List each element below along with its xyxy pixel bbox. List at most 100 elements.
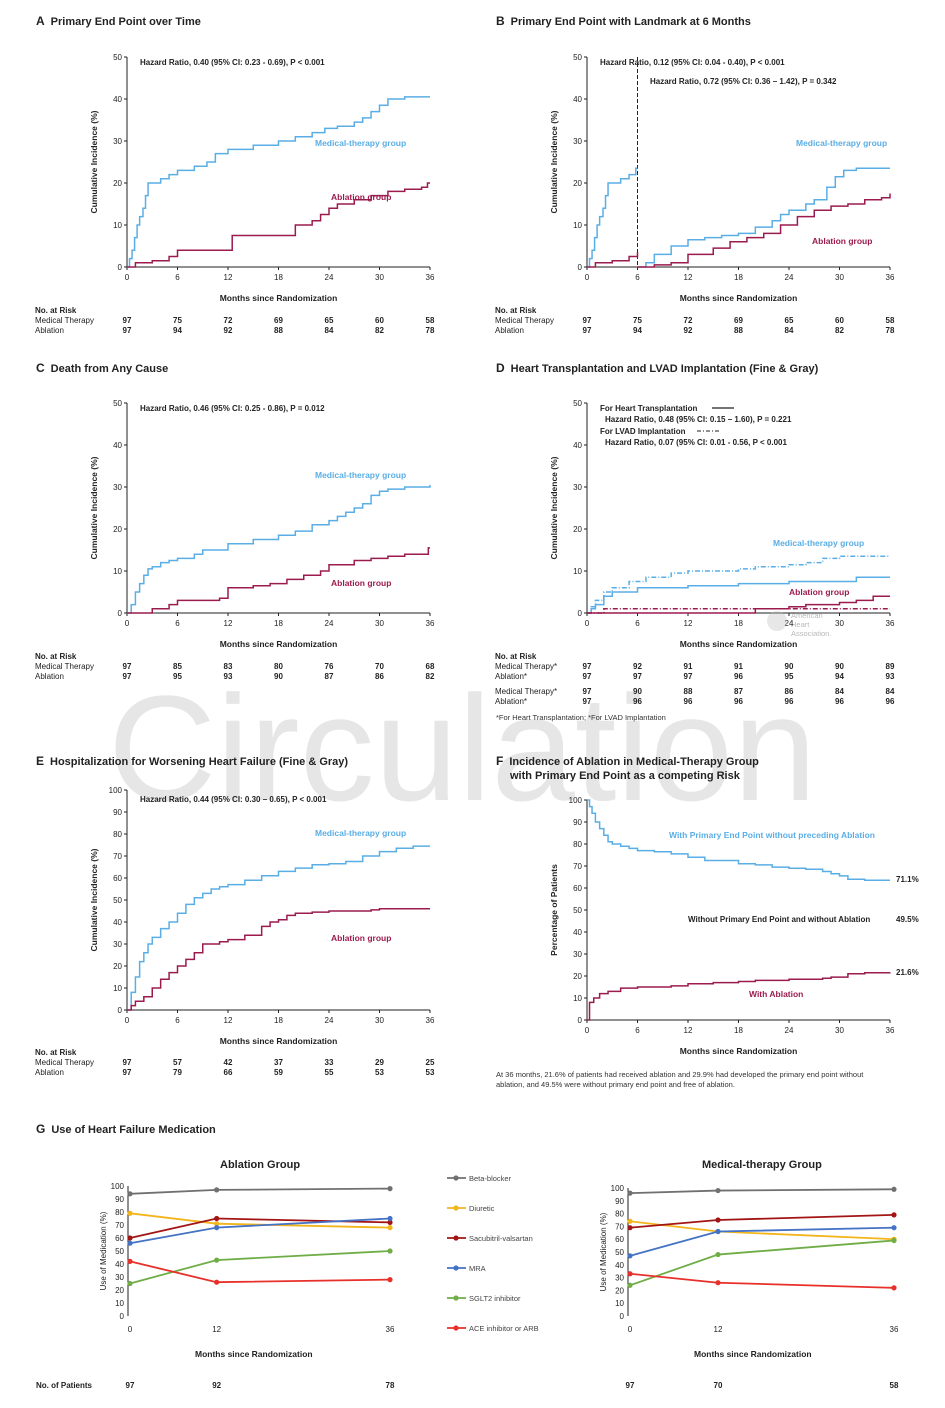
y-tick-label: 40	[573, 95, 582, 104]
risk-value: 93	[886, 672, 895, 681]
panel-e-label-ablation: Ablation group	[331, 933, 391, 943]
data-point	[627, 1190, 633, 1196]
panel-e-hazard-ratio: Hazard Ratio, 0.44 (95% CI: 0.30 – 0.65)…	[140, 795, 327, 804]
y-tick-label: 60	[115, 1234, 124, 1243]
panel-c-title: Death from Any Cause	[51, 363, 169, 375]
x-tick-label: 36	[426, 273, 435, 282]
risk-value: 90	[835, 662, 844, 671]
y-tick-label: 30	[115, 1273, 124, 1282]
risk-value: 53	[426, 1068, 435, 1077]
panel-e-label-medical: Medical-therapy group	[315, 828, 406, 838]
risk-value: 82	[375, 326, 384, 335]
panel-g-patients-label: No. of Patients	[36, 1381, 93, 1390]
x-tick-label: 36	[886, 273, 895, 282]
panel-b-hazard-ratio-1: Hazard Ratio, 0.12 (95% CI: 0.04 - 0.40)…	[600, 58, 785, 67]
data-point	[387, 1225, 393, 1231]
y-tick-label: 70	[573, 862, 582, 871]
series-line-0	[129, 1187, 391, 1195]
y-tick-label: 90	[615, 1197, 624, 1206]
risk-value: 76	[325, 662, 334, 671]
risk-value: 95	[785, 672, 794, 681]
risk-value: 57	[173, 1058, 182, 1067]
risk-row-label: Ablation	[495, 326, 524, 335]
y-axis-label: Percentage of Patients	[549, 864, 559, 956]
data-point	[214, 1187, 220, 1193]
data-point	[715, 1280, 721, 1286]
y-tick-label: 100	[611, 1184, 625, 1193]
panel-b-heading: B Primary End Point with Landmark at 6 Mo…	[496, 14, 751, 28]
risk-value: 97	[123, 326, 132, 335]
risk-value: 97	[583, 662, 592, 671]
y-tick-label: 40	[115, 1260, 124, 1269]
y-tick-label: 20	[615, 1286, 624, 1295]
risk-row-label: Medical Therapy*	[495, 662, 557, 671]
risk-value: 58	[886, 316, 895, 325]
panel-c-label-medical: Medical-therapy group	[315, 470, 406, 480]
patients-right-value: 58	[890, 1381, 899, 1390]
y-axis-label: Cumulative Incidence (%)	[89, 848, 99, 951]
data-point	[127, 1240, 133, 1246]
y-tick-label: 10	[115, 1299, 124, 1308]
x-tick-label: 12	[714, 1325, 723, 1334]
risk-value: 96	[835, 697, 844, 706]
legend-marker	[453, 1235, 459, 1241]
risk-header: No. at Risk	[495, 652, 537, 661]
y-tick-label: 20	[573, 179, 582, 188]
y-tick-label: 50	[115, 1247, 124, 1256]
data-point	[214, 1257, 220, 1263]
x-tick-label: 18	[734, 273, 743, 282]
risk-value: 96	[886, 697, 895, 706]
y-tick-label: 40	[113, 918, 122, 927]
x-tick-label: 18	[274, 273, 283, 282]
risk-value: 66	[224, 1068, 233, 1077]
data-point	[127, 1210, 133, 1216]
risk-value: 88	[274, 326, 283, 335]
x-tick-label: 30	[835, 273, 844, 282]
series-line-0	[629, 1188, 895, 1195]
x-tick-label: 12	[212, 1325, 221, 1334]
y-tick-label: 30	[573, 137, 582, 146]
risk-value: 97	[123, 662, 132, 671]
risk-value: 78	[886, 326, 895, 335]
risk-row-label: Medical Therapy	[35, 662, 94, 671]
x-tick-label: 18	[274, 619, 283, 628]
x-tick-label: 36	[426, 1016, 435, 1025]
x-tick-label: 0	[628, 1325, 633, 1334]
y-tick-label: 30	[573, 483, 582, 492]
panel-d-lvad-head: For LVAD Implantation	[600, 427, 686, 436]
risk-value: 60	[375, 316, 384, 325]
y-tick-label: 50	[113, 399, 122, 408]
risk-value: 97	[583, 687, 592, 696]
legend-label: Sacubitril-valsartan	[469, 1234, 533, 1243]
y-tick-label: 10	[573, 567, 582, 576]
risk-value: 70	[375, 662, 384, 671]
y-tick-label: 10	[615, 1299, 624, 1308]
x-tick-label: 0	[585, 273, 590, 282]
legend-marker	[453, 1325, 459, 1331]
series-line-0	[587, 167, 638, 268]
risk-header: No. at Risk	[495, 306, 537, 315]
risk-value: 94	[835, 672, 844, 681]
risk-value: 25	[426, 1058, 435, 1067]
risk-value: 93	[224, 672, 233, 681]
y-tick-label: 40	[113, 95, 122, 104]
data-point	[127, 1191, 133, 1197]
data-point	[715, 1251, 721, 1258]
x-axis-label: Months since Randomization	[220, 639, 338, 649]
x-tick-label: 18	[734, 619, 743, 628]
risk-row-label: Medical Therapy	[35, 1058, 94, 1067]
y-tick-label: 70	[115, 1221, 124, 1230]
panel-f-label-ablation: With Ablation	[749, 989, 803, 999]
series-line-1	[587, 971, 891, 1021]
y-tick-label: 20	[573, 972, 582, 981]
data-point	[715, 1228, 721, 1235]
x-tick-label: 24	[325, 619, 334, 628]
panel-g-right-title: Medical-therapy Group	[702, 1159, 822, 1171]
risk-value: 33	[325, 1058, 334, 1067]
risk-value: 92	[224, 326, 233, 335]
risk-value: 84	[886, 687, 895, 696]
legend-marker	[453, 1265, 459, 1271]
risk-value: 97	[583, 672, 592, 681]
y-tick-label: 0	[118, 1006, 123, 1015]
